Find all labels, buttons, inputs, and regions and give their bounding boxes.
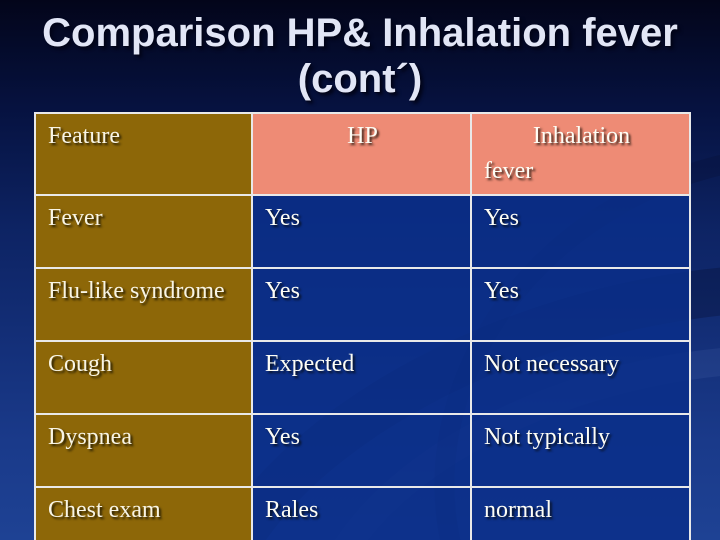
table-header-row: Feature HP Inhalation fever <box>34 112 691 196</box>
cell-feature-chest-exam: Chest exam <box>34 485 253 540</box>
column-header-feature: Feature <box>34 112 253 196</box>
cell-hp-flu-like-syndrome: Yes <box>251 266 472 342</box>
table-row-fever: Fever Yes Yes <box>34 193 691 269</box>
cell-inhalation-flu-like-syndrome: Yes <box>470 266 691 342</box>
cell-inhalation-fever: Yes <box>470 193 691 269</box>
table-row-chest-exam: Chest exam Rales normal <box>34 485 691 540</box>
column-header-inhalation-fever: Inhalation fever <box>470 112 691 196</box>
cell-feature-flu-like-syndrome: Flu-like syndrome <box>34 266 253 342</box>
cell-hp-chest-exam: Rales <box>251 485 472 540</box>
slide-title: Comparison HP& Inhalation fever (cont´) <box>0 10 720 102</box>
cell-inhalation-dyspnea: Not typically <box>470 412 691 488</box>
cell-feature-dyspnea: Dyspnea <box>34 412 253 488</box>
cell-hp-cough: Expected <box>251 339 472 415</box>
inhalation-header-line1: Inhalation <box>532 123 631 149</box>
cell-inhalation-cough: Not necessary <box>470 339 691 415</box>
table-row-dyspnea: Dyspnea Yes Not typically <box>34 412 691 488</box>
inhalation-header-line2: fever <box>484 157 534 184</box>
column-header-hp: HP <box>251 112 472 196</box>
cell-inhalation-chest-exam: normal <box>470 485 691 540</box>
comparison-table: Feature HP Inhalation fever Fever Yes Ye… <box>34 112 691 540</box>
cell-feature-cough: Cough <box>34 339 253 415</box>
slide-title-line2: (cont´) <box>297 57 423 101</box>
cell-hp-fever: Yes <box>251 193 472 269</box>
table-row-flu-like-syndrome: Flu-like syndrome Yes Yes <box>34 266 691 342</box>
table-row-cough: Cough Expected Not necessary <box>34 339 691 415</box>
cell-hp-dyspnea: Yes <box>251 412 472 488</box>
cell-feature-fever: Fever <box>34 193 253 269</box>
slide-title-line1: Comparison HP& Inhalation fever <box>42 11 678 55</box>
